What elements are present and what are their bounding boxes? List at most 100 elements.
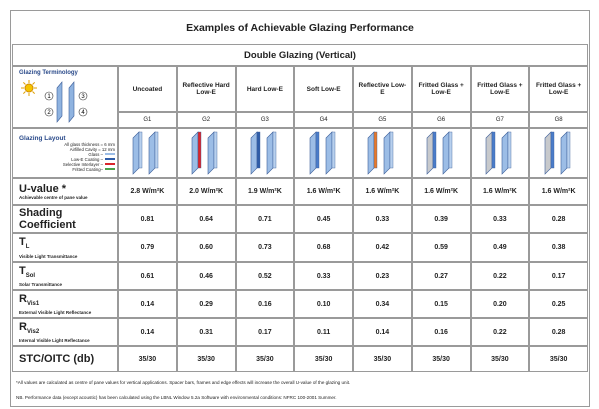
pane bbox=[68, 81, 75, 123]
pane-edge bbox=[272, 131, 277, 169]
column-header: Fritted Glass + Low-E bbox=[529, 66, 588, 112]
value-cell: 1.6 W/m²K bbox=[529, 178, 588, 205]
value: 1.9 W/m²K bbox=[247, 188, 282, 195]
row-symbol: U-value * bbox=[19, 183, 66, 195]
value: 0.45 bbox=[316, 215, 331, 223]
layout-cell bbox=[118, 128, 177, 178]
value-cell: 0.49 bbox=[470, 233, 530, 262]
column-header: Hard Low-E bbox=[235, 66, 295, 112]
glazing-icon bbox=[250, 131, 277, 175]
frame bbox=[10, 10, 590, 407]
pane-edge bbox=[197, 131, 202, 169]
layout-cell bbox=[411, 128, 471, 178]
inner-pane bbox=[266, 131, 274, 175]
value-cell: 0.68 bbox=[294, 233, 353, 262]
value-cell: 0.16 bbox=[411, 318, 471, 346]
column-name: Fritted Glass + Low-E bbox=[418, 82, 464, 96]
layout-note: All glass thickness = 6 mm bbox=[64, 141, 115, 147]
symbol: STC/OITC (db) bbox=[19, 353, 95, 365]
pane-edge bbox=[566, 131, 570, 169]
inner-pane bbox=[501, 131, 509, 175]
value-cell: 0.42 bbox=[353, 233, 412, 262]
layout-label: Glazing Layout bbox=[19, 134, 66, 142]
layout-note-row: Low-E Coating – bbox=[19, 157, 115, 162]
column-code: G6 bbox=[437, 117, 446, 123]
pane-edge bbox=[507, 131, 512, 169]
symbol-subscript: Vis1 bbox=[26, 301, 40, 308]
value: 0.16 bbox=[434, 328, 448, 336]
value-cell: 0.33 bbox=[470, 205, 530, 233]
value: 0.46 bbox=[199, 272, 213, 280]
pane-edge bbox=[213, 131, 218, 169]
column-code: G2 bbox=[202, 117, 211, 123]
column-name: Reflective Low-E bbox=[358, 82, 407, 96]
code-cell: G4 bbox=[294, 112, 353, 128]
footnote: NB. Performance data (except acoustic) h… bbox=[16, 395, 337, 400]
row-label-cell: U-value * Achievable centre of pane value bbox=[12, 178, 118, 205]
pane-edge bbox=[256, 131, 261, 169]
inner-pane bbox=[384, 131, 391, 175]
value-cell: 0.33 bbox=[353, 205, 412, 233]
glazing-icon bbox=[309, 131, 335, 175]
layout-note-row: Selective Interlayer – bbox=[19, 162, 115, 167]
pane-edge bbox=[139, 131, 143, 169]
value: 0.64 bbox=[199, 215, 213, 223]
value-cell: 0.15 bbox=[411, 290, 471, 318]
glazing-icon bbox=[133, 131, 159, 175]
value: 35/30 bbox=[256, 355, 274, 363]
layout-note-row: Fritted Coating– bbox=[19, 167, 115, 172]
value: 0.79 bbox=[140, 244, 155, 251]
outer-pane bbox=[544, 131, 551, 175]
value: 2.0 W/m²K bbox=[189, 188, 224, 195]
pane-edge bbox=[491, 131, 496, 169]
value: 0.42 bbox=[375, 244, 390, 251]
column-code: G4 bbox=[319, 117, 328, 123]
layout-cell bbox=[470, 128, 530, 178]
row-symbol: RVis1 bbox=[19, 293, 39, 310]
column-name: Hard Low-E bbox=[246, 85, 283, 93]
value-cell: 35/30 bbox=[470, 346, 530, 372]
column-code: G5 bbox=[378, 117, 387, 123]
row-symbol: Shading Coefficient bbox=[19, 207, 117, 231]
row-symbol: STC/OITC (db) bbox=[19, 353, 94, 365]
column-code: G3 bbox=[260, 117, 269, 123]
sun-ray bbox=[32, 91, 36, 95]
row-label-cell: TL Visible Light Transmittance bbox=[12, 233, 118, 262]
inner-pane bbox=[149, 131, 156, 175]
outer-pane bbox=[250, 131, 258, 175]
value: 0.15 bbox=[434, 300, 448, 308]
terminology-cell: Glazing Terminology 1 2 3 4 bbox=[12, 66, 118, 128]
symbol: R bbox=[19, 292, 27, 305]
value-cell: 0.14 bbox=[353, 318, 412, 346]
value-cell: 0.28 bbox=[529, 318, 588, 346]
value: 0.60 bbox=[199, 244, 213, 251]
value-cell: 0.22 bbox=[470, 262, 530, 290]
layout-cell bbox=[529, 128, 588, 178]
layout-cell bbox=[235, 128, 295, 178]
column-header: Soft Low-E bbox=[294, 66, 353, 112]
outer-pane bbox=[309, 131, 316, 175]
value: 0.33 bbox=[316, 272, 331, 280]
value-cell: 0.33 bbox=[294, 262, 353, 290]
value-cell: 0.27 bbox=[411, 262, 471, 290]
value-cell: 0.34 bbox=[353, 290, 412, 318]
outer-pane bbox=[191, 131, 199, 175]
layout-note: Fritted Coating– bbox=[72, 166, 103, 172]
row-description: Achievable centre of pane value bbox=[19, 195, 88, 200]
value: 35/30 bbox=[373, 355, 392, 363]
inner-pane bbox=[325, 131, 332, 175]
glazing-icon bbox=[426, 131, 453, 175]
row-label-cell: STC/OITC (db) bbox=[12, 346, 118, 372]
row-label-cell: TSol Solar Transmittance bbox=[12, 262, 118, 290]
symbol-subscript: Vis2 bbox=[26, 329, 40, 336]
value: 0.59 bbox=[434, 244, 448, 251]
code-cell: G1 bbox=[118, 112, 177, 128]
layout-cell bbox=[353, 128, 412, 178]
value-cell: 0.10 bbox=[294, 290, 353, 318]
value-cell: 0.17 bbox=[235, 318, 295, 346]
inner-pane bbox=[207, 131, 215, 175]
value: 35/30 bbox=[314, 355, 333, 363]
pane-edge bbox=[155, 131, 159, 169]
value-cell: 35/30 bbox=[118, 346, 177, 372]
outer-pane bbox=[485, 131, 493, 175]
